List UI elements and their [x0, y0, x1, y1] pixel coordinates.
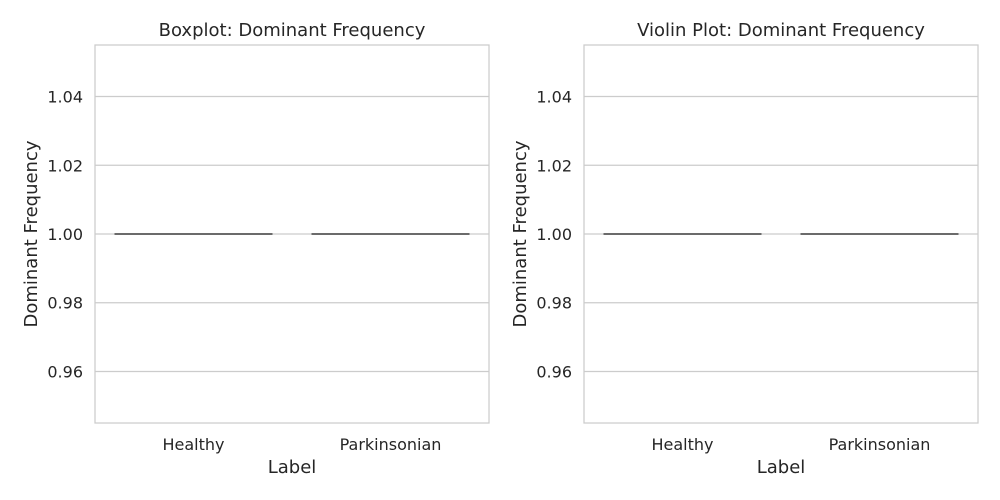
x-tick-labels: Healthy Parkinsonian — [651, 435, 930, 454]
x-axis-label: Label — [757, 457, 806, 478]
y-tick-label: 1.04 — [47, 88, 83, 107]
y-tick-label: 1.00 — [536, 225, 572, 244]
y-tick-label: 1.00 — [47, 225, 83, 244]
violin-panel: Violin Plot: Dominant Frequency 0.96 0.98… — [510, 20, 979, 478]
x-tick-label: Healthy — [162, 435, 224, 454]
x-tick-label: Healthy — [651, 435, 713, 454]
y-axis-label: Dominant Frequency — [21, 140, 42, 327]
y-tick-labels: 0.96 0.98 1.00 1.02 1.04 — [47, 88, 83, 382]
chart-title: Violin Plot: Dominant Frequency — [637, 20, 925, 41]
plot-frame — [94, 44, 490, 424]
y-tick-labels: 0.96 0.98 1.00 1.02 1.04 — [536, 88, 572, 382]
y-tick-label: 0.98 — [536, 294, 572, 313]
boxplot-panel: Boxplot: Dominant Frequency 0.96 0.98 1.00… — [21, 20, 490, 478]
x-tick-label: Parkinsonian — [829, 435, 931, 454]
y-tick-label: 0.96 — [536, 362, 572, 381]
plot-frame — [583, 44, 979, 424]
x-tick-labels: Healthy Parkinsonian — [162, 435, 441, 454]
y-tick-label: 1.02 — [47, 156, 83, 175]
y-axis-label: Dominant Frequency — [510, 140, 531, 327]
x-tick-label: Parkinsonian — [340, 435, 442, 454]
y-tick-label: 1.02 — [536, 156, 572, 175]
chart-title: Boxplot: Dominant Frequency — [159, 20, 426, 41]
y-tick-label: 0.98 — [47, 294, 83, 313]
y-tick-label: 1.04 — [536, 88, 572, 107]
y-tick-label: 0.96 — [47, 362, 83, 381]
x-axis-label: Label — [268, 457, 317, 478]
